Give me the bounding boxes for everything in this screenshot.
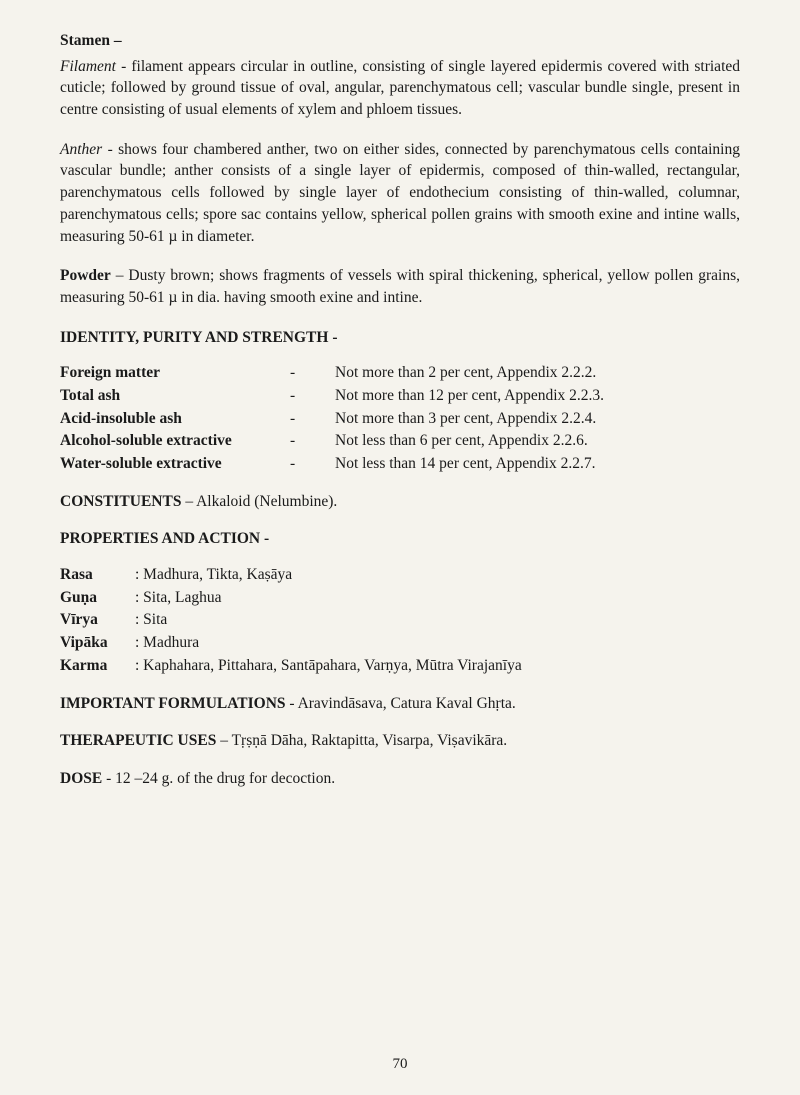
prop-row: Vīrya : Sita [60,609,740,631]
formulations-label: IMPORTANT FORMULATIONS [60,695,286,712]
identity-dash: - [290,453,335,475]
identity-row: Alcohol-soluble extractive - Not less th… [60,430,740,452]
prop-value: : Sita, Laghua [135,587,740,609]
identity-value: Not less than 6 per cent, Appendix 2.2.6… [335,430,740,452]
identity-label: Acid-insoluble ash [60,408,290,430]
identity-dash: - [290,362,335,384]
prop-row: Vipāka : Madhura [60,632,740,654]
identity-row: Water-soluble extractive - Not less than… [60,453,740,475]
dose-label: DOSE [60,770,102,787]
prop-value: : Sita [135,609,740,631]
filament-paragraph: Filament - filament appears circular in … [60,56,740,121]
identity-value: Not more than 2 per cent, Appendix 2.2.2… [335,362,740,384]
identity-dash: - [290,430,335,452]
powder-paragraph: Powder – Dusty brown; shows fragments of… [60,265,740,308]
anther-text: - shows four chambered anther, two on ei… [60,141,740,245]
properties-heading: PROPERTIES AND ACTION - [60,528,740,550]
formulations-text: - Aravindāsava, Catura Kaval Ghṛta. [286,695,516,712]
prop-row: Karma : Kaphahara, Pittahara, Santāpahar… [60,655,740,677]
anther-paragraph: Anther - shows four chambered anther, tw… [60,139,740,247]
dose-line: DOSE - 12 –24 g. of the drug for decocti… [60,768,740,790]
powder-text: – Dusty brown; shows fragments of vessel… [60,267,740,306]
prop-value: : Kaphahara, Pittahara, Santāpahara, Var… [135,655,740,677]
dose-text: - 12 –24 g. of the drug for decoction. [102,770,335,787]
identity-dash: - [290,385,335,407]
prop-row: Guṇa : Sita, Laghua [60,587,740,609]
identity-row: Foreign matter - Not more than 2 per cen… [60,362,740,384]
prop-label: Karma [60,655,135,677]
therapeutic-line: THERAPEUTIC USES – Tṛṣṇā Dāha, Raktapitt… [60,730,740,752]
prop-label: Rasa [60,564,135,586]
page-number: 70 [393,1054,408,1075]
anther-label: Anther [60,141,102,158]
constituents-line: CONSTITUENTS – Alkaloid (Nelumbine). [60,491,740,513]
identity-row: Total ash - Not more than 12 per cent, A… [60,385,740,407]
stamen-heading: Stamen – [60,30,740,52]
therapeutic-label: THERAPEUTIC USES [60,732,216,749]
prop-row: Rasa : Madhura, Tikta, Kaṣāya [60,564,740,586]
prop-label: Vīrya [60,609,135,631]
identity-label: Alcohol-soluble extractive [60,430,290,452]
identity-table: Foreign matter - Not more than 2 per cen… [60,362,740,474]
filament-text: - filament appears circular in outline, … [60,58,740,118]
filament-label: Filament [60,58,116,75]
identity-value: Not more than 3 per cent, Appendix 2.2.4… [335,408,740,430]
identity-label: Foreign matter [60,362,290,384]
identity-value: Not more than 12 per cent, Appendix 2.2.… [335,385,740,407]
identity-value: Not less than 14 per cent, Appendix 2.2.… [335,453,740,475]
properties-table: Rasa : Madhura, Tikta, Kaṣāya Guṇa : Sit… [60,564,740,676]
identity-heading: IDENTITY, PURITY AND STRENGTH - [60,327,740,349]
prop-value: : Madhura [135,632,740,654]
prop-label: Guṇa [60,587,135,609]
prop-value: : Madhura, Tikta, Kaṣāya [135,564,740,586]
identity-dash: - [290,408,335,430]
powder-label: Powder [60,267,111,284]
identity-label: Water-soluble extractive [60,453,290,475]
identity-label: Total ash [60,385,290,407]
constituents-label: CONSTITUENTS [60,493,181,510]
constituents-text: – Alkaloid (Nelumbine). [181,493,337,510]
identity-row: Acid-insoluble ash - Not more than 3 per… [60,408,740,430]
formulations-line: IMPORTANT FORMULATIONS - Aravindāsava, C… [60,693,740,715]
therapeutic-text: – Tṛṣṇā Dāha, Raktapitta, Visarpa, Viṣav… [216,732,507,749]
prop-label: Vipāka [60,632,135,654]
